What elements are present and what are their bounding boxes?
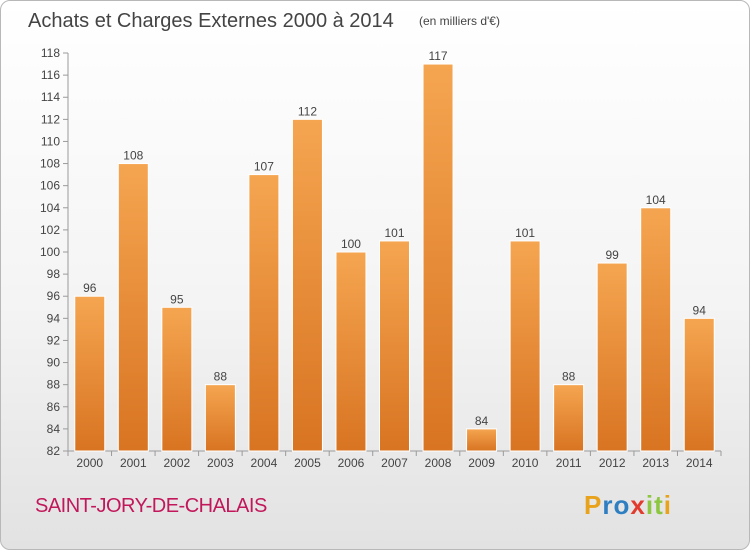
x-tick-label-2014: 2014 [686,456,713,470]
bar-2005 [291,118,323,452]
bar-2006 [335,251,367,452]
y-tick-label: 116 [41,68,60,82]
value-label-2006: 100 [341,237,361,251]
bar-2002 [161,306,193,452]
value-label-2004: 107 [254,160,274,174]
x-tick-label-2006: 2006 [338,456,365,470]
x-tick-label-2003: 2003 [207,456,234,470]
bar-2010 [509,240,541,452]
value-label-2008: 117 [428,49,447,63]
value-label-2001: 108 [123,149,143,163]
value-label-2010: 101 [515,226,535,240]
value-label-2013: 104 [646,193,666,207]
y-tick-label: 106 [40,179,60,193]
y-tick-label: 114 [41,90,60,104]
x-tick-label-2002: 2002 [163,456,190,470]
value-label-2005: 112 [298,104,317,118]
y-tick-label: 108 [40,157,60,171]
y-tick-label: 96 [47,289,61,303]
bar-2009 [466,428,498,452]
y-tick-label: 100 [40,245,60,259]
bar-2013 [640,207,672,452]
y-tick-label: 98 [47,267,61,281]
x-tick-label-2000: 2000 [76,456,103,470]
logo-letter: t [654,490,664,520]
logo-letter: i [645,490,655,520]
bar-2003 [204,384,236,452]
value-label-2007: 101 [384,226,404,240]
bar-2000 [74,295,106,452]
x-tick-label-2008: 2008 [425,456,452,470]
proxiti-logo: Proxiti [584,490,672,521]
bar-2007 [379,240,410,452]
x-tick-label-2012: 2012 [599,456,626,470]
y-tick-label: 90 [47,356,61,370]
bar-2014 [683,317,715,452]
logo-letter: x [630,490,646,520]
x-tick-label-2010: 2010 [512,456,539,470]
x-tick-label-2009: 2009 [468,456,495,470]
logo-letter: o [613,490,631,520]
bar-2012 [596,262,628,452]
y-tick-label: 110 [41,134,60,148]
x-tick-label-2004: 2004 [251,456,278,470]
value-label-2002: 95 [170,292,184,306]
value-label-2009: 84 [475,414,489,428]
chart-subtitle: (en milliers d'€) [419,14,500,28]
x-tick-label-2005: 2005 [294,456,321,470]
x-tick-label-2001: 2001 [120,456,147,470]
value-label-2014: 94 [693,303,707,317]
y-tick-label: 84 [47,422,61,436]
x-tick-label-2007: 2007 [381,456,408,470]
y-tick-label: 102 [40,223,60,237]
bar-2008 [422,63,454,452]
value-label-2000: 96 [83,281,97,295]
bar-2011 [553,384,585,452]
value-label-2012: 99 [605,248,619,262]
place-name: SAINT-JORY-DE-CHALAIS [35,495,267,517]
y-tick-label: 82 [47,444,61,458]
y-tick-label: 112 [41,112,60,126]
logo-letter: r [602,490,614,520]
y-tick-label: 104 [40,201,60,215]
x-tick-label-2013: 2013 [642,456,669,470]
bar-2004 [248,174,280,452]
y-tick-label: 88 [47,378,61,392]
logo-letter: P [584,490,603,520]
bar-2001 [117,163,149,452]
logo-letter: i [663,490,672,520]
y-tick-label: 94 [47,311,61,325]
value-label-2003: 88 [214,370,228,384]
x-tick-label-2011: 2011 [556,456,582,470]
y-tick-label: 86 [47,400,61,414]
y-tick-label: 92 [47,333,61,347]
y-tick-label: 118 [41,46,60,60]
chart-title: Achats et Charges Externes 2000 à 2014 [28,10,394,32]
value-label-2011: 88 [562,370,576,384]
